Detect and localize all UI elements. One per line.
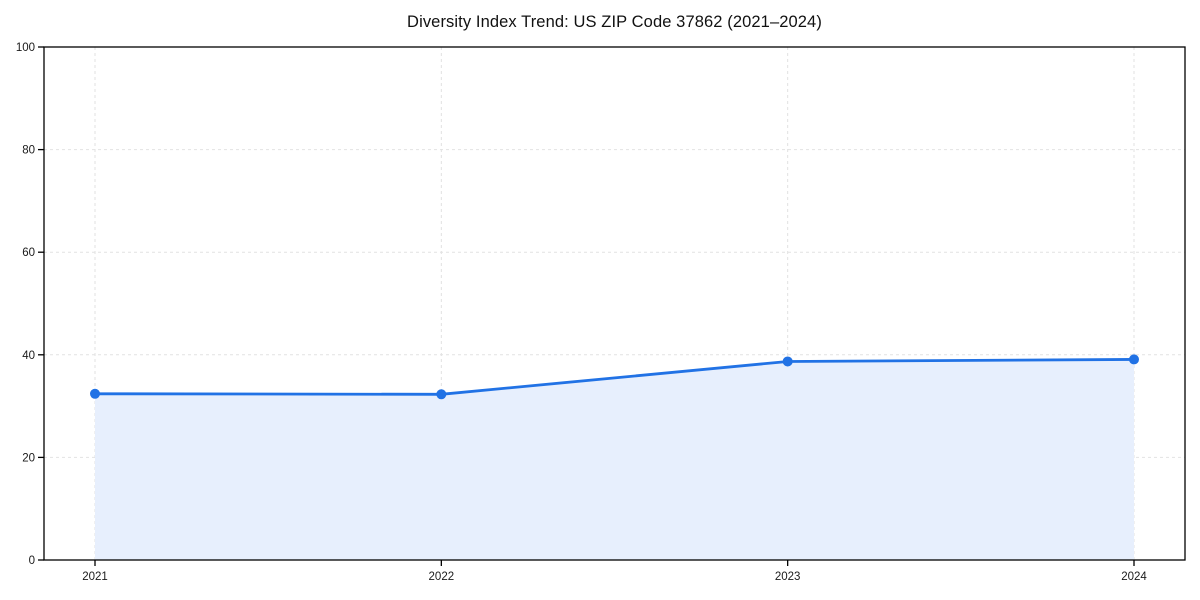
x-tick-label: 2023 [775,571,801,583]
series-area-fill [95,359,1134,560]
data-point-marker [1129,354,1139,365]
x-tick-label: 2024 [1121,571,1147,583]
y-tick-label: 20 [22,452,35,464]
series-line [93,358,1136,396]
x-tick-label: 2022 [429,571,455,583]
data-point-marker [436,389,447,400]
y-tick-label: 80 [22,145,35,157]
x-tick-label: 2021 [82,571,108,583]
y-tick-label: 100 [16,42,35,54]
y-tick-label: 60 [22,247,35,259]
data-point-marker [782,356,793,367]
chart-title: Diversity Index Trend: US ZIP Code 37862… [407,13,822,31]
y-tick-label: 40 [22,350,35,362]
axes-frame [43,46,1186,561]
y-tick-label: 0 [29,555,35,567]
data-point-marker [90,388,100,399]
